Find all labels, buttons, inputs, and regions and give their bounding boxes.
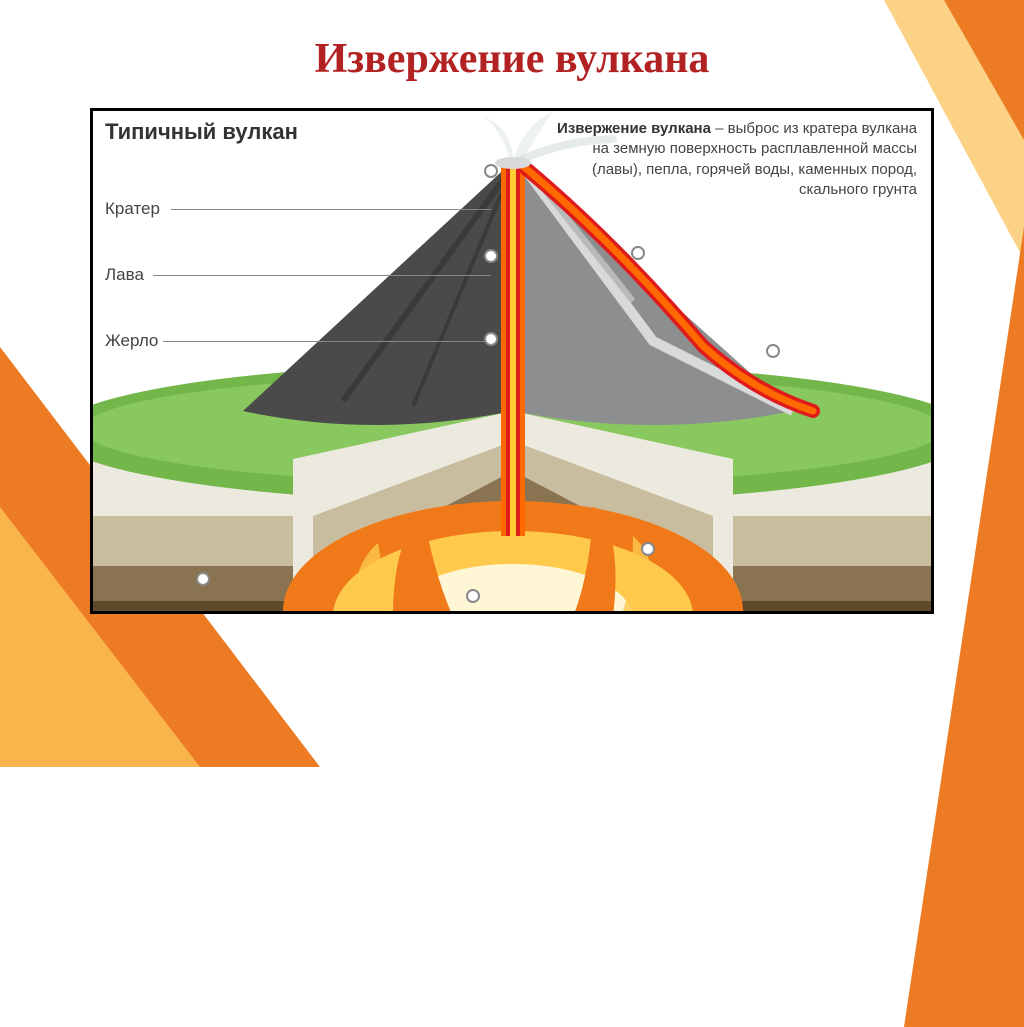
diagram-container: Типичный вулкан Извержение вулкана – выб… [90, 108, 934, 614]
marker-lava [484, 249, 498, 263]
marker-crater [484, 164, 498, 178]
leader-line-vent [163, 341, 491, 342]
marker-vent [484, 332, 498, 346]
marker-chamber [641, 542, 655, 556]
label-crater: Кратер [105, 199, 160, 219]
leader-line-crater [171, 209, 491, 210]
volcano-illustration [93, 111, 934, 614]
label-vent: Жерло [105, 331, 158, 351]
marker-lava-base [766, 344, 780, 358]
slide-title: Извержение вулкана [0, 35, 1024, 83]
marker-magma [466, 589, 480, 603]
marker-lava-flow [631, 246, 645, 260]
label-lava: Лава [105, 265, 144, 285]
marker-crust-left [196, 572, 210, 586]
leader-line-lava [153, 275, 491, 276]
